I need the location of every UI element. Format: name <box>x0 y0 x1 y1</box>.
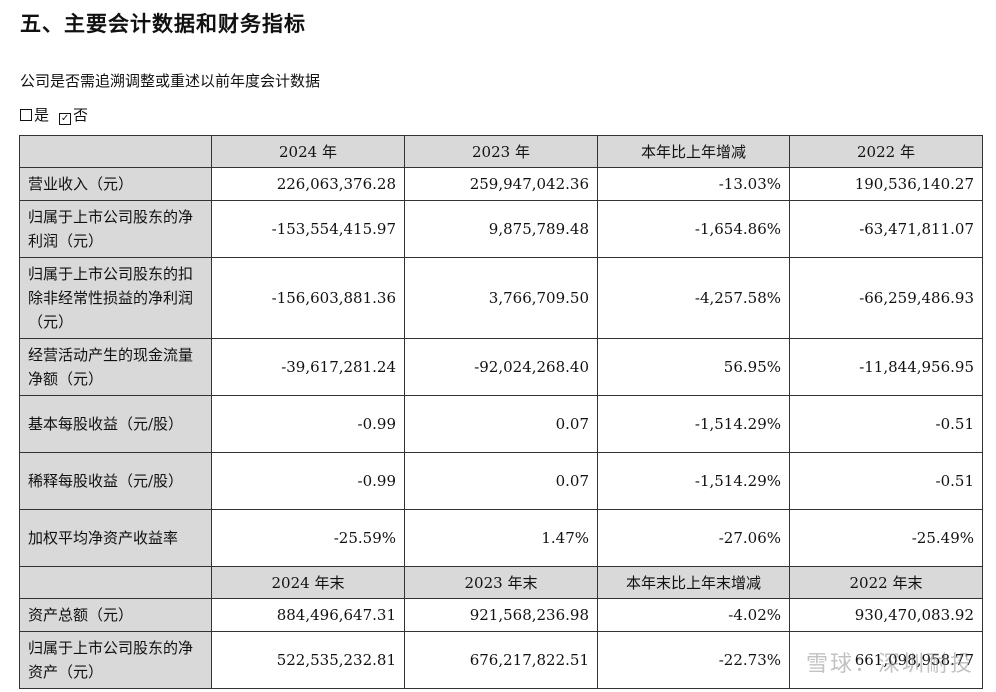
value-cell: 921,568,236.98 <box>404 598 598 632</box>
value-cell: -0.51 <box>789 452 983 510</box>
restatement-options: 是 ✓ 否 <box>20 104 88 125</box>
column-header: 本年比上年增减 <box>597 135 790 168</box>
table-row: 资产总额（元） 884,496,647.31 921,568,236.98 -4.02… <box>19 598 983 632</box>
table-header-row: 2024 年末 2023 年末 本年末比上年末增减 2022 年末 <box>19 566 983 599</box>
column-header: 2023 年末 <box>404 566 598 599</box>
value-cell: 930,470,083.92 <box>789 598 983 632</box>
row-label: 资产总额（元） <box>19 598 212 632</box>
value-cell: 884,496,647.31 <box>211 598 405 632</box>
value-cell: -27.06% <box>597 509 790 567</box>
value-cell: -13.03% <box>597 167 790 201</box>
column-header: 2022 年 <box>789 135 983 168</box>
value-cell: -1,654.86% <box>597 200 790 258</box>
option-yes-label: 是 <box>34 106 50 124</box>
value-cell: -4.02% <box>597 598 790 632</box>
header-blank-cell <box>19 566 212 599</box>
value-cell: 0.07 <box>404 395 598 453</box>
row-label: 加权平均净资产收益率 <box>19 509 212 567</box>
table-row: 归属于上市公司股东的扣除非经常性损益的净利润（元） -156,603,881.36… <box>19 257 983 339</box>
table-row: 营业收入（元） 226,063,376.28 259,947,042.36 -13.0… <box>19 167 983 201</box>
column-header: 本年末比上年末增减 <box>597 566 790 599</box>
table-row: 基本每股收益（元/股） -0.99 0.07 -1,514.29% -0.51 <box>19 395 983 453</box>
checkbox-checked[interactable]: ✓ <box>59 113 72 125</box>
value-cell: -25.59% <box>211 509 405 567</box>
value-cell: -63,471,811.07 <box>789 200 983 258</box>
value-cell: -0.99 <box>211 395 405 453</box>
table-row: 经营活动产生的现金流量净额（元） -39,617,281.24 -92,024,26… <box>19 338 983 396</box>
value-cell: 190,536,140.27 <box>789 167 983 201</box>
row-label: 基本每股收益（元/股） <box>19 395 212 453</box>
table-header-row: 2024 年 2023 年本年比上年增减 2022 年 <box>19 135 983 168</box>
value-cell: -39,617,281.24 <box>211 338 405 396</box>
table-row: 归属于上市公司股东的净利润（元） -153,554,415.97 9,875,789… <box>19 200 983 258</box>
financial-indicators-table: 2024 年 2023 年本年比上年增减 2022 年营业收入（元） 226,063,… <box>19 135 983 689</box>
value-cell: -25.49% <box>789 509 983 567</box>
value-cell: -156,603,881.36 <box>211 257 405 339</box>
value-cell: -0.51 <box>789 395 983 453</box>
row-label: 稀释每股收益（元/股） <box>19 452 212 510</box>
watermark: 雪球：深圳耐投 <box>805 652 974 677</box>
value-cell: 9,875,789.48 <box>404 200 598 258</box>
table-row: 稀释每股收益（元/股） -0.99 0.07 -1,514.29% -0.51 <box>19 452 983 510</box>
value-cell: -1,514.29% <box>597 452 790 510</box>
column-header: 2022 年末 <box>789 566 983 599</box>
value-cell: -92,024,268.40 <box>404 338 598 396</box>
header-blank-cell <box>19 135 212 168</box>
value-cell: -66,259,486.93 <box>789 257 983 339</box>
value-cell: 522,535,232.81 <box>211 631 405 689</box>
value-cell: -153,554,415.97 <box>211 200 405 258</box>
row-label: 归属于上市公司股东的扣除非经常性损益的净利润（元） <box>19 257 212 339</box>
column-header: 2023 年 <box>404 135 598 168</box>
value-cell: 676,217,822.51 <box>404 631 598 689</box>
value-cell: 0.07 <box>404 452 598 510</box>
restatement-question: 公司是否需追溯调整或重述以前年度会计数据 <box>20 72 321 90</box>
value-cell: 226,063,376.28 <box>211 167 405 201</box>
row-label: 营业收入（元） <box>19 167 212 201</box>
checkbox-unchecked[interactable] <box>20 109 32 121</box>
row-label: 归属于上市公司股东的净利润（元） <box>19 200 212 258</box>
value-cell: 661,098,958.77 <box>789 631 983 689</box>
value-cell: 259,947,042.36 <box>404 167 598 201</box>
value-cell: -22.73% <box>597 631 790 689</box>
value-cell: -4,257.58% <box>597 257 790 339</box>
table-row: 加权平均净资产收益率 -25.59% 1.47% -27.06% -25.49% <box>19 509 983 567</box>
value-cell: -1,514.29% <box>597 395 790 453</box>
column-header: 2024 年 <box>211 135 405 168</box>
value-cell: 1.47% <box>404 509 598 567</box>
table-row: 归属于上市公司股东的净资产（元） 522,535,232.81 676,217,82… <box>19 631 983 689</box>
value-cell: -0.99 <box>211 452 405 510</box>
option-no-label: 否 <box>73 106 89 124</box>
section-heading: 五、主要会计数据和财务指标 <box>20 12 306 36</box>
value-cell: -11,844,956.95 <box>789 338 983 396</box>
value-cell: 3,766,709.50 <box>404 257 598 339</box>
row-label: 经营活动产生的现金流量净额（元） <box>19 338 212 396</box>
value-cell: 56.95% <box>597 338 790 396</box>
row-label: 归属于上市公司股东的净资产（元） <box>19 631 212 689</box>
column-header: 2024 年末 <box>211 566 405 599</box>
